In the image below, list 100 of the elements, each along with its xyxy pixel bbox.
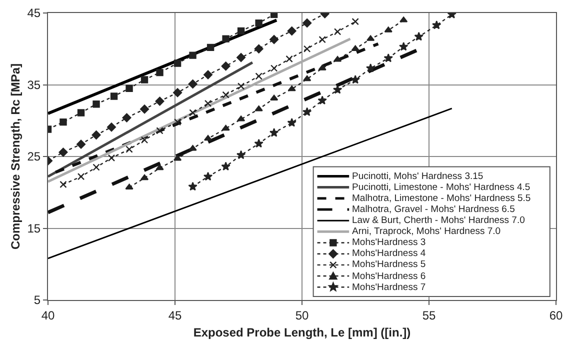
point bbox=[126, 84, 133, 92]
point bbox=[288, 85, 296, 92]
x-tick-label: 55 bbox=[422, 308, 436, 322]
point bbox=[351, 45, 360, 51]
x-axis-title: Exposed Probe Length, Le [mm] ([in.]) bbox=[193, 325, 411, 340]
point bbox=[318, 64, 326, 70]
y-tick-label: 5 bbox=[34, 293, 41, 308]
point bbox=[92, 100, 100, 108]
point bbox=[318, 96, 327, 105]
point bbox=[188, 145, 197, 151]
legend-label: Mohs'Hardness 3 bbox=[352, 237, 426, 248]
point bbox=[156, 164, 164, 170]
point bbox=[140, 136, 148, 144]
point bbox=[302, 107, 312, 116]
legend-label: Mohs'Hardness 5 bbox=[352, 259, 426, 270]
point bbox=[350, 74, 360, 84]
point bbox=[236, 52, 246, 62]
point bbox=[77, 172, 85, 180]
point bbox=[140, 76, 148, 84]
point bbox=[255, 19, 262, 27]
point bbox=[58, 148, 68, 157]
point bbox=[108, 154, 116, 162]
y-tick-label: 25 bbox=[27, 150, 41, 164]
point bbox=[122, 113, 132, 122]
point bbox=[204, 70, 213, 80]
legend-label: Mohs'Hardness 6 bbox=[352, 271, 426, 282]
point bbox=[287, 118, 296, 127]
point bbox=[188, 182, 198, 191]
point bbox=[155, 96, 164, 106]
point bbox=[384, 53, 393, 62]
point bbox=[221, 162, 230, 171]
point bbox=[255, 72, 262, 80]
point bbox=[188, 80, 198, 89]
point bbox=[302, 18, 312, 28]
point bbox=[140, 174, 149, 180]
point bbox=[432, 20, 442, 30]
x-tick-label: 50 bbox=[295, 308, 309, 322]
point bbox=[204, 134, 212, 141]
point bbox=[221, 62, 230, 71]
point bbox=[206, 44, 214, 52]
point bbox=[60, 180, 67, 188]
point bbox=[60, 118, 67, 126]
point bbox=[254, 106, 263, 112]
x-tick-label: 60 bbox=[549, 308, 563, 322]
point bbox=[236, 150, 246, 160]
point bbox=[332, 84, 342, 94]
point bbox=[222, 35, 230, 42]
point bbox=[237, 27, 245, 35]
point bbox=[269, 128, 279, 137]
y-axis-title: Compressive Strength, Rc [MPa] bbox=[8, 63, 23, 250]
point bbox=[174, 60, 182, 67]
point bbox=[270, 35, 279, 44]
point bbox=[400, 16, 408, 22]
x-tick-label: 45 bbox=[168, 308, 182, 322]
legend-label: Mohs'Hardness 4 bbox=[352, 248, 426, 259]
point bbox=[222, 124, 230, 131]
point bbox=[384, 26, 392, 32]
point bbox=[189, 52, 196, 59]
point bbox=[366, 63, 376, 72]
point bbox=[222, 91, 230, 98]
point bbox=[399, 42, 408, 51]
point bbox=[76, 140, 86, 149]
point bbox=[92, 130, 101, 140]
point bbox=[107, 122, 116, 132]
point bbox=[77, 109, 85, 116]
y-tick-label: 35 bbox=[27, 78, 41, 92]
point bbox=[287, 26, 296, 36]
legend-label: Malhotra, Limestone - Mohs' Hardness 5.5 bbox=[352, 193, 531, 204]
point bbox=[174, 118, 182, 126]
legend-label: Malhotra, Gravel - Mohs' Hardness 6.5 bbox=[352, 204, 515, 215]
point bbox=[414, 32, 424, 41]
point bbox=[140, 104, 150, 114]
point bbox=[156, 127, 164, 134]
legend-label: Law & Burt, Cherth - Mohs' Hardness 7.0 bbox=[352, 215, 525, 226]
point bbox=[318, 36, 326, 44]
point bbox=[110, 92, 118, 100]
point bbox=[203, 172, 213, 181]
point bbox=[270, 64, 278, 72]
y-tick-label: 15 bbox=[27, 221, 41, 236]
x-tick-label: 40 bbox=[41, 308, 55, 322]
point bbox=[189, 109, 196, 116]
point bbox=[352, 18, 359, 26]
point bbox=[254, 138, 264, 148]
point bbox=[237, 82, 245, 90]
point bbox=[303, 45, 311, 52]
point bbox=[334, 56, 342, 62]
point bbox=[254, 44, 264, 54]
point bbox=[303, 75, 312, 82]
legend-label: Pucinotti, Limestone - Mohs' Hardness 4.5 bbox=[352, 182, 530, 193]
point bbox=[173, 88, 182, 98]
point bbox=[204, 100, 212, 108]
legend-label: Pucinotti, Mohs' Hardness 3.15 bbox=[352, 171, 484, 182]
y-tick-label: 45 bbox=[27, 6, 41, 20]
point bbox=[270, 94, 278, 100]
point bbox=[92, 164, 100, 171]
point bbox=[126, 146, 133, 153]
legend-label: Mohs'Hardness 7 bbox=[352, 282, 426, 293]
point bbox=[286, 55, 293, 63]
point bbox=[125, 184, 134, 190]
legend-label: Arni, Traprock, Mohs' Hardness 7.0 bbox=[352, 226, 501, 237]
